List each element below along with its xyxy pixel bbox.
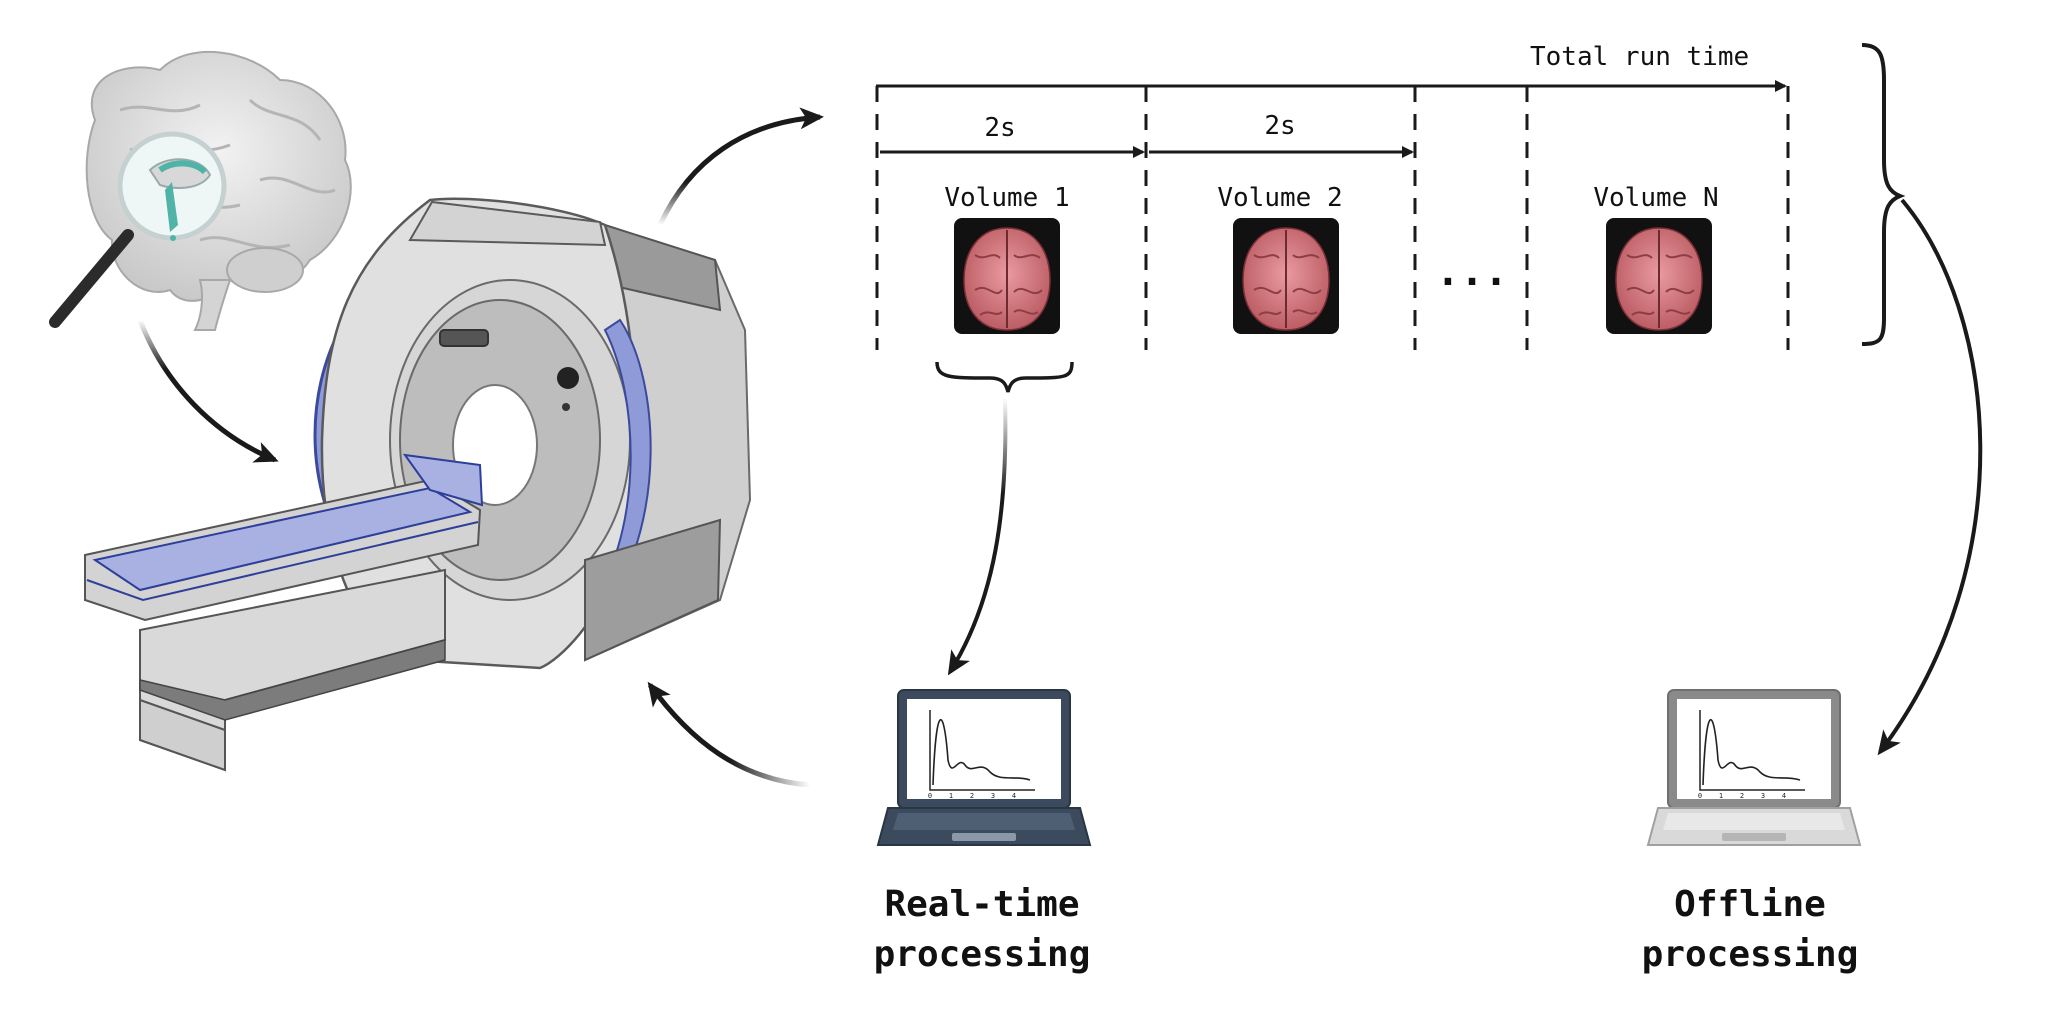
realtime-laptop-icon: 0 1 2 3 4 xyxy=(876,689,1092,846)
realtime-tick-0: 0 xyxy=(928,792,932,800)
interval-label-2: 2s xyxy=(1264,111,1295,141)
timeline: Total run time 2s 2s Volume 1 Volume 2 V… xyxy=(875,42,1906,393)
realtime-tick-1: 1 xyxy=(949,792,953,800)
brain-volume-n-icon xyxy=(1606,218,1712,334)
realtime-tick-3: 3 xyxy=(991,792,995,800)
volume-2-label: Volume 2 xyxy=(1217,183,1342,213)
offline-tick-0: 0 xyxy=(1698,792,1702,800)
offline-tick-2: 2 xyxy=(1740,792,1744,800)
offline-laptop-icon: 0 1 2 3 4 xyxy=(1646,689,1862,846)
patient-table-icon xyxy=(84,453,484,772)
offline-tick-1: 1 xyxy=(1719,792,1723,800)
realtime-tick-4: 4 xyxy=(1012,792,1016,800)
offline-label-line2: processing xyxy=(1642,934,1859,975)
realtime-label-line1: Real-time xyxy=(884,884,1079,925)
interval-label-1: 2s xyxy=(984,113,1015,143)
arrow-run-to-offline xyxy=(1877,198,1983,756)
run-brace xyxy=(1861,43,1906,346)
arrow-volume-to-realtime xyxy=(947,397,1008,676)
realtime-label-line2: processing xyxy=(874,934,1091,975)
ellipsis-label: ... xyxy=(1436,249,1508,295)
volume-1-label: Volume 1 xyxy=(944,183,1069,213)
volume-n-label: Volume N xyxy=(1593,183,1718,213)
offline-tick-4: 4 xyxy=(1782,792,1786,800)
arrow-brain-to-scanner xyxy=(137,319,279,463)
brain-volume-2-icon xyxy=(1233,218,1339,334)
arrow-feedback-to-scanner xyxy=(647,681,811,788)
magnifier-icon xyxy=(49,131,227,328)
offline-label-line1: Offline xyxy=(1674,884,1826,925)
realtime-tick-2: 2 xyxy=(970,792,974,800)
arrow-scanner-to-timeline xyxy=(657,107,824,227)
brain-volume-1-icon xyxy=(954,218,1060,334)
volume-1-brace xyxy=(935,361,1074,393)
offline-tick-3: 3 xyxy=(1761,792,1765,800)
total-run-time-label: Total run time xyxy=(1530,42,1749,72)
